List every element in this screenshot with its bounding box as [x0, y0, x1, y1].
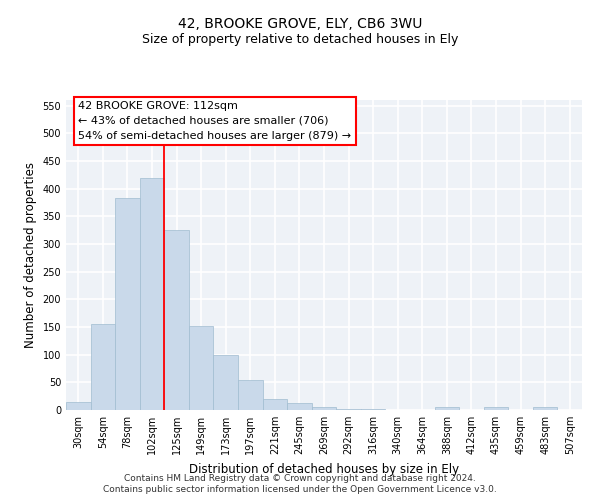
Bar	[238, 380, 263, 410]
Bar	[189, 326, 214, 410]
Bar	[287, 404, 312, 410]
Text: Contains HM Land Registry data © Crown copyright and database right 2024.
Contai: Contains HM Land Registry data © Crown c…	[103, 474, 497, 494]
Bar	[263, 399, 287, 410]
Text: 42, BROOKE GROVE, ELY, CB6 3WU: 42, BROOKE GROVE, ELY, CB6 3WU	[178, 18, 422, 32]
Text: 42 BROOKE GROVE: 112sqm
← 43% of detached houses are smaller (706)
54% of semi-d: 42 BROOKE GROVE: 112sqm ← 43% of detache…	[78, 101, 352, 140]
Bar	[214, 354, 238, 410]
Bar	[312, 407, 336, 410]
Bar	[434, 407, 459, 410]
X-axis label: Distribution of detached houses by size in Ely: Distribution of detached houses by size …	[189, 462, 459, 475]
Bar	[66, 402, 91, 410]
Y-axis label: Number of detached properties: Number of detached properties	[24, 162, 37, 348]
Bar	[484, 407, 508, 410]
Bar	[533, 407, 557, 410]
Text: Size of property relative to detached houses in Ely: Size of property relative to detached ho…	[142, 32, 458, 46]
Bar	[140, 178, 164, 410]
Bar	[115, 198, 140, 410]
Bar	[91, 324, 115, 410]
Bar	[336, 409, 361, 410]
Bar	[164, 230, 189, 410]
